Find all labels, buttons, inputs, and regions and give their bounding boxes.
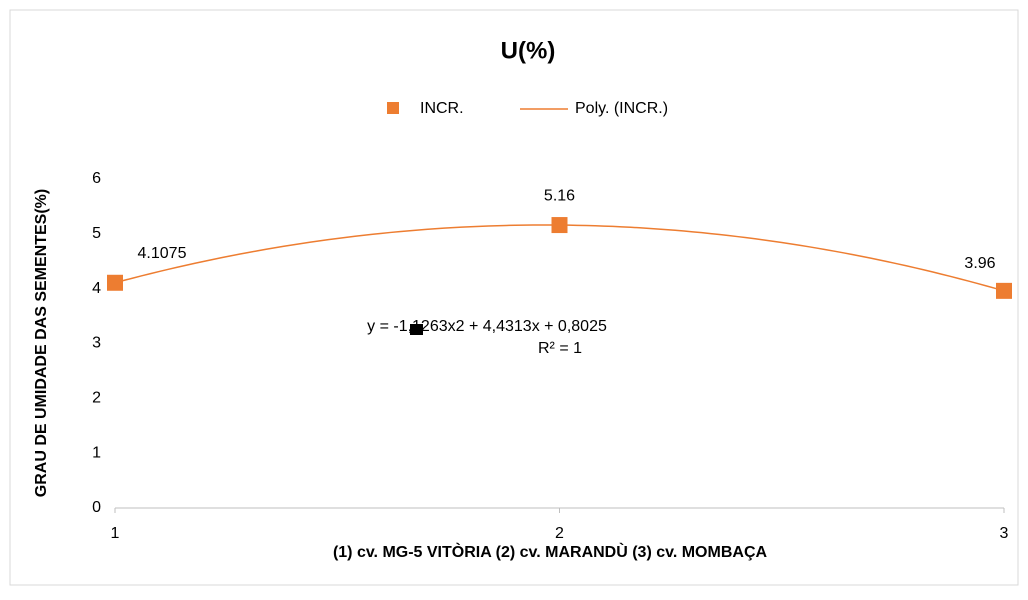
legend-marker [387, 102, 399, 114]
trendline-r-squared: R² = 1 [538, 340, 582, 357]
data-point [551, 217, 568, 234]
y-axis-label: GRAU DE UMIDADE DAS SEMENTES(%) [33, 189, 50, 497]
y-tick-label: 5 [92, 225, 101, 242]
x-axis-label: (1) cv. MG-5 VITÒRIA (2) cv. MARANDÙ (3)… [333, 542, 768, 561]
y-tick-label: 1 [92, 444, 101, 461]
y-tick-label: 3 [92, 335, 101, 352]
data-point [996, 282, 1012, 299]
data-label: 3.96 [964, 255, 995, 272]
x-tick-label: 2 [555, 525, 564, 542]
chart-title: U(%) [501, 37, 556, 64]
y-tick-label: 6 [92, 170, 101, 187]
legend-label: INCR. [420, 100, 464, 117]
legend-label: Poly. (INCR.) [575, 100, 668, 117]
chart-border [9, 9, 1019, 586]
data-point [107, 274, 123, 291]
y-tick-label: 4 [92, 280, 101, 297]
x-tick-label: 3 [1000, 525, 1009, 542]
y-tick-label: 2 [92, 390, 101, 407]
trendline-equation: y = -1,1263x2 + 4,4313x + 0,8025 [367, 318, 607, 335]
x-tick-label: 1 [111, 525, 120, 542]
data-label: 5.16 [544, 187, 575, 204]
data-label: 4.1075 [138, 245, 187, 262]
equation-marker [410, 324, 423, 335]
y-tick-label: 0 [92, 499, 101, 516]
